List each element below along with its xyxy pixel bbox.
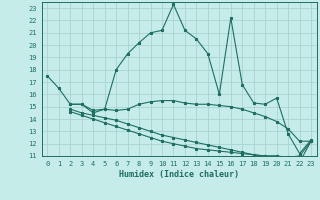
X-axis label: Humidex (Indice chaleur): Humidex (Indice chaleur) xyxy=(119,170,239,179)
